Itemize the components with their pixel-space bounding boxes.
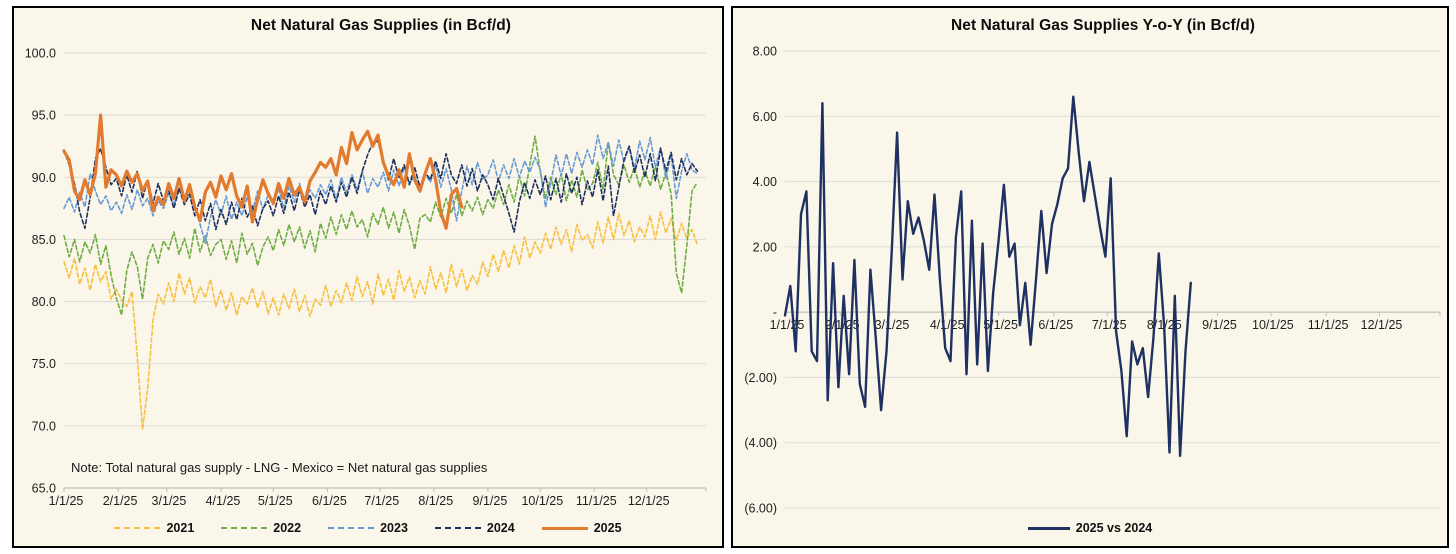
legend-line-sample xyxy=(434,527,481,529)
y-tick-label: 65.0 xyxy=(32,482,56,496)
legend-label: 2025 xyxy=(593,521,622,535)
x-tick-label: 3/1/25 xyxy=(875,318,910,332)
yoy-chart-panel: Net Natural Gas Supplies Y-o-Y (in Bcf/d… xyxy=(731,6,1449,548)
x-tick-label: 4/1/25 xyxy=(206,494,241,508)
x-tick-label: 1/1/25 xyxy=(49,494,84,508)
y-tick-label: (4.00) xyxy=(744,436,777,450)
y-tick-label: 4.00 xyxy=(753,175,777,189)
legend-label: 2024 xyxy=(486,521,515,535)
legend-item-2024: 2024 xyxy=(434,521,515,535)
x-tick-label: 3/1/25 xyxy=(152,494,187,508)
x-tick-label: 4/1/25 xyxy=(930,318,965,332)
x-tick-label: 6/1/25 xyxy=(312,494,347,508)
series-line-2025-vs-2024 xyxy=(783,95,1192,457)
x-tick-label: 1/1/25 xyxy=(770,318,805,332)
x-tick-label: 9/1/25 xyxy=(473,494,508,508)
x-tick-label: 7/1/25 xyxy=(1092,318,1127,332)
y-tick-label: 6.00 xyxy=(753,110,777,124)
x-tick-label: 11/1/25 xyxy=(576,494,617,508)
legend-label: 2025 vs 2024 xyxy=(1075,521,1153,535)
x-tick-label: 12/1/25 xyxy=(1361,318,1403,332)
y-tick-label: 70.0 xyxy=(32,419,56,433)
supplies-chart-note: Note: Total natural gas supply - LNG - M… xyxy=(71,460,488,475)
x-tick-label: 7/1/25 xyxy=(364,494,399,508)
supplies-chart-legend: 2021 2022 2023 2024 2025 xyxy=(14,521,722,535)
y-tick-label: 8.00 xyxy=(753,45,777,59)
x-tick-label: 9/1/25 xyxy=(1202,318,1237,332)
y-tick-label: 90.0 xyxy=(32,171,56,185)
legend-label: 2023 xyxy=(380,521,408,535)
x-tick-label: 2/1/25 xyxy=(103,494,138,508)
legend-line-sample xyxy=(541,526,588,530)
y-tick-label: 80.0 xyxy=(32,295,56,309)
x-tick-label: 12/1/25 xyxy=(628,494,670,508)
legend-item-2025: 2025 xyxy=(541,521,622,535)
yoy-chart-legend: 2025 vs 2024 xyxy=(733,521,1447,535)
series-line-2022 xyxy=(63,135,699,317)
y-tick-label: - xyxy=(773,306,777,320)
legend-line-sample xyxy=(114,527,161,529)
y-tick-label: 85.0 xyxy=(32,233,56,247)
yoy-chart-title: Net Natural Gas Supplies Y-o-Y (in Bcf/d… xyxy=(950,17,1256,34)
series-line-2021 xyxy=(63,211,699,431)
x-tick-label: 6/1/25 xyxy=(1038,318,1073,332)
legend-item-2021: 2021 xyxy=(114,521,194,535)
x-tick-label: 8/1/25 xyxy=(418,494,453,508)
legend-line-sample xyxy=(221,527,268,529)
legend-item-2025-vs-2024: 2025 vs 2024 xyxy=(1027,521,1153,535)
y-tick-label: 95.0 xyxy=(32,109,56,123)
x-tick-label: 10/1/25 xyxy=(1252,318,1294,332)
legend-label: 2021 xyxy=(166,521,195,535)
x-tick-label: 5/1/25 xyxy=(983,318,1018,332)
y-tick-label: 75.0 xyxy=(32,357,56,371)
x-tick-label: 5/1/25 xyxy=(258,494,293,508)
series-line-2025 xyxy=(62,113,464,230)
supplies-chart-canvas: 1/1/25 2/1/25 3/1/25 4/1/25 5/1/25 6/1/25 7/1/… xyxy=(25,47,707,508)
y-tick-label: 100.0 xyxy=(25,47,56,61)
supplies-chart-title: Net Natural Gas Supplies (in Bcf/d) xyxy=(250,17,512,34)
legend-item-2022: 2022 xyxy=(221,521,301,535)
x-tick-label: 10/1/25 xyxy=(521,494,563,508)
supplies-chart-panel: Net Natural Gas Supplies (in Bcf/d) 1/1/… xyxy=(12,6,724,548)
y-tick-label: (2.00) xyxy=(744,371,777,385)
y-tick-label: (6.00) xyxy=(744,502,777,516)
y-tick-label: 2.00 xyxy=(753,240,777,254)
legend-label: 2022 xyxy=(273,521,302,535)
legend-line-sample xyxy=(1027,526,1070,530)
legend-item-2023: 2023 xyxy=(328,521,408,535)
x-tick-label: 11/1/25 xyxy=(1308,318,1349,332)
yoy-chart-canvas: 1/1/25 2/1/25 3/1/25 4/1/25 5/1/25 6/1/25 7/1/… xyxy=(744,45,1441,516)
legend-line-sample xyxy=(328,527,375,529)
series-line-2023 xyxy=(63,134,699,244)
